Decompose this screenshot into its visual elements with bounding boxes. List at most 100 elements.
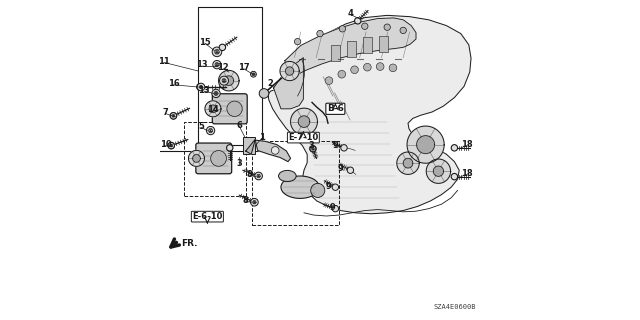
Text: 13: 13 [196, 60, 207, 69]
Polygon shape [189, 150, 205, 166]
Text: 4: 4 [348, 9, 353, 18]
Text: 8: 8 [247, 170, 252, 179]
Polygon shape [397, 152, 419, 174]
Text: 13: 13 [198, 86, 210, 95]
Text: 17: 17 [238, 63, 250, 72]
Circle shape [200, 85, 202, 89]
FancyBboxPatch shape [212, 94, 247, 124]
Text: 6: 6 [236, 121, 243, 130]
Text: E-7-10: E-7-10 [288, 133, 319, 142]
Circle shape [168, 142, 174, 149]
Bar [362, 37, 372, 53]
Circle shape [332, 205, 339, 212]
Text: 15: 15 [199, 38, 211, 47]
Polygon shape [219, 70, 239, 91]
Circle shape [168, 142, 174, 149]
Text: 7: 7 [163, 108, 168, 117]
Polygon shape [255, 140, 291, 162]
Circle shape [364, 63, 371, 71]
Circle shape [172, 115, 175, 117]
Polygon shape [209, 105, 217, 113]
Text: 5: 5 [198, 122, 204, 131]
Bar [378, 36, 388, 52]
Circle shape [310, 146, 316, 152]
Polygon shape [274, 58, 303, 109]
Text: 18: 18 [461, 169, 472, 178]
Circle shape [197, 83, 205, 91]
Circle shape [227, 101, 243, 116]
Bar [243, 137, 255, 154]
FancyBboxPatch shape [196, 143, 232, 174]
Circle shape [317, 30, 323, 37]
Circle shape [451, 145, 458, 151]
Circle shape [212, 89, 220, 98]
Circle shape [170, 113, 177, 119]
Bar [347, 41, 356, 57]
Circle shape [351, 66, 358, 74]
Ellipse shape [281, 176, 319, 198]
Circle shape [271, 147, 279, 154]
Circle shape [219, 44, 226, 51]
Circle shape [294, 38, 301, 45]
Text: FR.: FR. [181, 239, 197, 248]
Circle shape [362, 23, 368, 29]
Circle shape [251, 199, 257, 205]
Text: E-6-10: E-6-10 [192, 212, 223, 221]
Circle shape [253, 201, 256, 204]
Circle shape [384, 24, 390, 30]
Ellipse shape [278, 171, 296, 182]
Polygon shape [407, 126, 444, 163]
Circle shape [451, 173, 458, 180]
Bar [331, 45, 340, 61]
Circle shape [211, 150, 227, 166]
Polygon shape [193, 155, 200, 162]
Circle shape [389, 64, 397, 72]
Polygon shape [403, 158, 413, 168]
Polygon shape [280, 61, 300, 81]
Text: 9: 9 [338, 164, 344, 172]
Text: 16: 16 [168, 79, 179, 88]
Circle shape [255, 172, 262, 180]
Circle shape [339, 26, 346, 32]
Circle shape [227, 145, 233, 151]
Circle shape [212, 47, 222, 57]
Circle shape [311, 183, 325, 197]
Circle shape [400, 27, 406, 34]
Text: B-6: B-6 [327, 104, 344, 113]
Circle shape [332, 184, 339, 190]
Text: 18: 18 [461, 140, 472, 149]
Polygon shape [291, 108, 317, 135]
Circle shape [259, 89, 269, 98]
Circle shape [355, 18, 361, 24]
Text: 2: 2 [268, 79, 273, 88]
Polygon shape [205, 101, 221, 117]
Text: 9: 9 [330, 203, 335, 212]
Text: 12: 12 [218, 63, 229, 72]
Circle shape [209, 129, 212, 132]
Circle shape [197, 84, 204, 90]
Polygon shape [298, 116, 310, 127]
Text: 11: 11 [158, 57, 170, 66]
Text: 10: 10 [160, 140, 172, 149]
Circle shape [170, 144, 173, 147]
Circle shape [206, 126, 215, 135]
Polygon shape [224, 76, 234, 85]
Circle shape [250, 198, 258, 206]
Circle shape [338, 70, 346, 78]
Polygon shape [426, 159, 451, 183]
Circle shape [220, 76, 228, 85]
Circle shape [376, 63, 384, 70]
Text: 9: 9 [326, 182, 332, 191]
Text: 1: 1 [259, 133, 265, 142]
Circle shape [310, 146, 316, 152]
Polygon shape [285, 18, 416, 77]
Text: 14: 14 [207, 105, 219, 114]
Circle shape [257, 174, 260, 178]
Polygon shape [246, 139, 255, 154]
Circle shape [170, 113, 177, 119]
Circle shape [255, 173, 262, 179]
Polygon shape [285, 67, 294, 75]
Circle shape [325, 77, 333, 84]
Text: 9: 9 [333, 141, 338, 150]
Circle shape [222, 79, 226, 83]
